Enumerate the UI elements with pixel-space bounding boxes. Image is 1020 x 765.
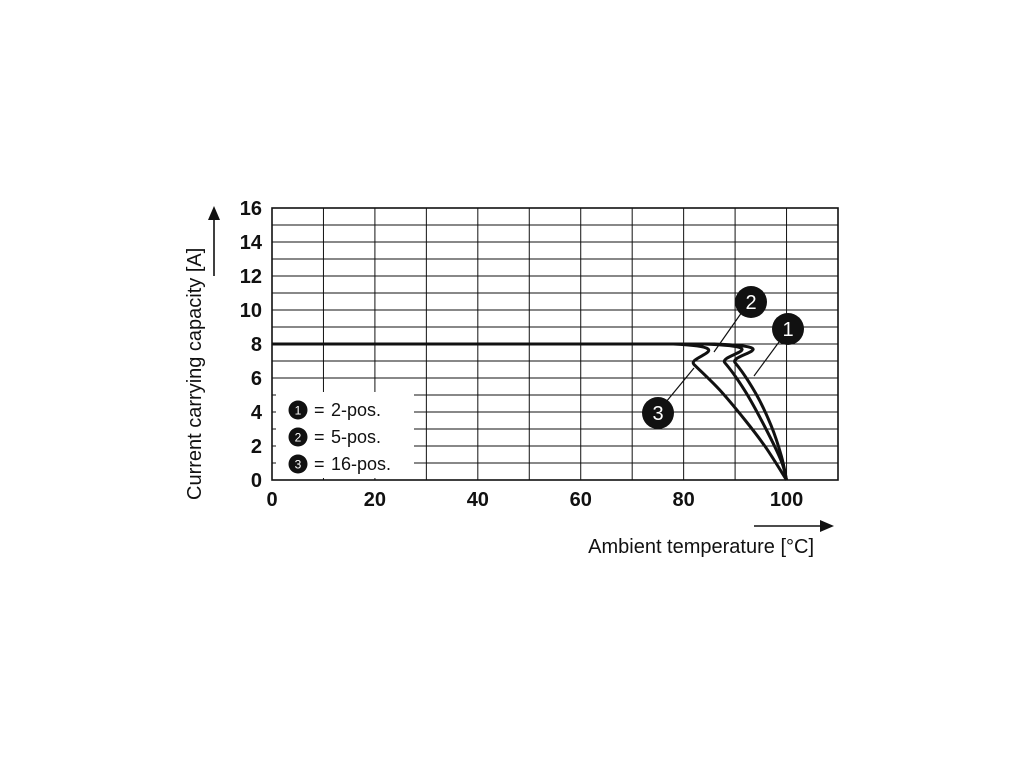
y-tick-label: 0 [251, 470, 262, 492]
y-tick-label: 4 [251, 402, 263, 424]
y-tick-label: 16 [240, 198, 262, 220]
x-axis-arrow-head [820, 520, 834, 532]
legend: 1 = 2-pos. 2 = 5-pos. 3 = 16-pos. [276, 392, 414, 478]
callout-2-marker [735, 286, 767, 318]
legend-separator-2: = [314, 427, 325, 447]
y-tick-label: 2 [251, 436, 262, 458]
callout-2-text: 2 [745, 292, 756, 314]
y-tick-label: 14 [240, 232, 263, 254]
x-tick-label: 80 [673, 489, 695, 511]
callout-3: 3 [642, 367, 695, 429]
legend-separator-1: = [314, 400, 325, 420]
legend-marker-3-text: 3 [295, 458, 302, 472]
legend-marker-1-text: 1 [295, 404, 302, 418]
y-tick-label: 10 [240, 300, 262, 322]
callout-1: 1 [753, 313, 804, 377]
legend-marker-2-text: 2 [295, 431, 302, 445]
legend-label-1: 2-pos. [331, 400, 381, 420]
y-axis-title: Current carrying capacity [A] [184, 248, 206, 500]
legend-label-2: 5-pos. [331, 427, 381, 447]
legend-label-3: 16-pos. [331, 454, 391, 474]
x-axis-title: Ambient temperature [°C] [588, 536, 814, 558]
y-axis-arrow-head [208, 206, 220, 220]
x-tick-label: 20 [364, 489, 386, 511]
legend-item-3: 3 = 16-pos. [288, 454, 391, 474]
legend-marker-3 [288, 454, 308, 474]
legend-item-1: 1 = 2-pos. [288, 400, 381, 420]
x-tick-label: 100 [770, 489, 803, 511]
callout-2: 2 [713, 286, 767, 353]
x-tick-label: 40 [467, 489, 489, 511]
legend-marker-1 [288, 400, 308, 420]
series-line-1 [272, 342, 789, 481]
x-tick-label: 0 [266, 489, 277, 511]
callout-1-leader [753, 341, 780, 377]
callout-3-marker [642, 397, 674, 429]
series-line-3 [272, 342, 788, 481]
callout-1-text: 1 [782, 319, 793, 341]
series-line-2 [272, 342, 789, 481]
y-tick-label: 12 [240, 266, 262, 288]
legend-marker-2 [288, 427, 308, 447]
y-tick-label: 8 [251, 334, 262, 356]
legend-item-2: 2 = 5-pos. [288, 427, 381, 447]
callout-3-text: 3 [652, 403, 663, 425]
series-lines [272, 342, 789, 481]
callout-2-leader [713, 311, 743, 353]
callout-1-marker [772, 313, 804, 345]
legend-separator-3: = [314, 454, 325, 474]
y-tick-label: 6 [251, 368, 262, 390]
x-tick-label: 60 [570, 489, 592, 511]
callout-3-leader [665, 367, 695, 403]
